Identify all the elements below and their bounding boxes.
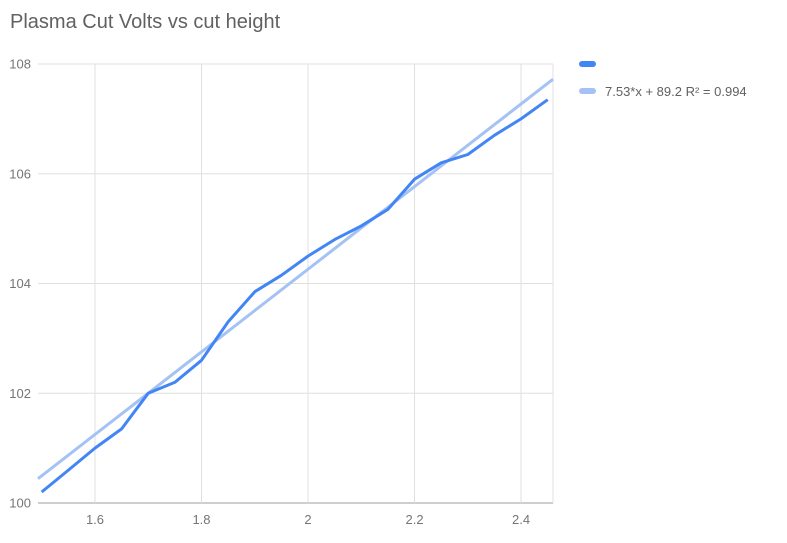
x-tick-label: 1.8 — [192, 512, 210, 527]
trendline-swatch-icon — [579, 88, 596, 94]
x-tick-label: 1.6 — [86, 512, 104, 527]
y-tick-label: 108 — [9, 57, 31, 72]
x-tick-label: 2 — [304, 512, 311, 527]
legend-entry-series — [579, 58, 747, 70]
legend-entry-trendline: 7.53*x + 89.2 R² = 0.994 — [579, 83, 747, 99]
y-tick-label: 106 — [9, 166, 31, 181]
y-tick-label: 100 — [9, 496, 31, 511]
chart-title: Plasma Cut Volts vs cut height — [10, 11, 281, 33]
data-series-line — [40, 98, 549, 494]
trendline — [37, 77, 554, 480]
y-tick-label: 102 — [9, 386, 31, 401]
x-tick-label: 2.4 — [512, 512, 530, 527]
y-tick-label: 104 — [9, 276, 31, 291]
series-swatch-icon — [579, 61, 596, 67]
legend-trendline-label: 7.53*x + 89.2 R² = 0.994 — [605, 83, 747, 99]
x-tick-label: 2.2 — [405, 512, 423, 527]
legend: 7.53*x + 89.2 R² = 0.994 — [579, 58, 747, 99]
